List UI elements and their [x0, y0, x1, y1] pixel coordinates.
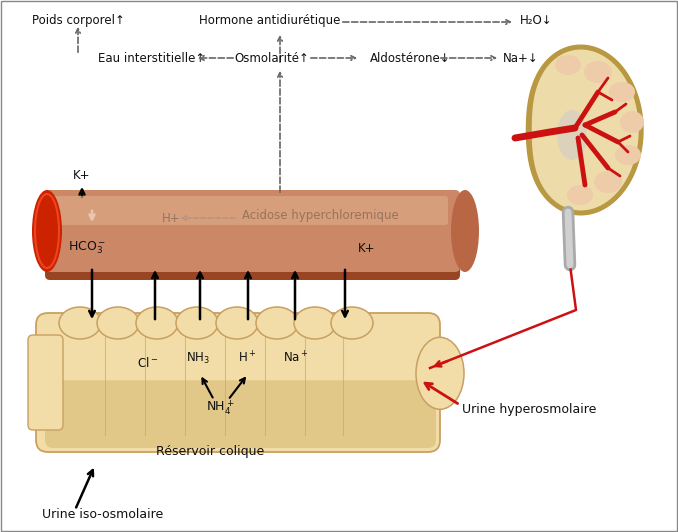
Text: NH$_4^+$: NH$_4^+$ — [206, 398, 234, 418]
Text: Poids corporel↑: Poids corporel↑ — [32, 14, 125, 27]
Ellipse shape — [615, 145, 641, 165]
Ellipse shape — [294, 307, 336, 339]
Ellipse shape — [609, 82, 635, 102]
Ellipse shape — [451, 190, 479, 272]
Ellipse shape — [216, 307, 258, 339]
Ellipse shape — [555, 55, 581, 75]
Text: Osmolarité↑: Osmolarité↑ — [235, 52, 309, 64]
Ellipse shape — [584, 61, 612, 83]
Text: H₂O↓: H₂O↓ — [520, 14, 553, 27]
Text: K+: K+ — [73, 169, 91, 182]
Ellipse shape — [176, 307, 218, 339]
FancyBboxPatch shape — [45, 198, 460, 280]
Text: Na$^+$: Na$^+$ — [283, 351, 309, 365]
Ellipse shape — [59, 307, 101, 339]
Text: K+: K+ — [358, 242, 376, 254]
Ellipse shape — [594, 171, 622, 193]
Polygon shape — [532, 50, 638, 210]
Ellipse shape — [256, 307, 298, 339]
Ellipse shape — [620, 111, 644, 133]
Text: Na+↓: Na+↓ — [503, 52, 539, 64]
FancyBboxPatch shape — [28, 335, 63, 430]
FancyBboxPatch shape — [45, 380, 436, 448]
Ellipse shape — [97, 307, 139, 339]
Text: Hormone antidiurétique: Hormone antidiurétique — [199, 14, 340, 27]
Text: HCO$^-_3$: HCO$^-_3$ — [68, 240, 106, 256]
Text: H+: H+ — [162, 212, 180, 225]
Ellipse shape — [557, 110, 587, 160]
FancyBboxPatch shape — [45, 190, 460, 272]
Text: Aldostérone↓: Aldostérone↓ — [370, 52, 451, 64]
Text: Eau interstitielle↑: Eau interstitielle↑ — [98, 52, 205, 64]
Ellipse shape — [416, 337, 464, 409]
Text: Acidose hyperchloremique: Acidose hyperchloremique — [242, 209, 399, 221]
Text: Réservoir colique: Réservoir colique — [156, 445, 264, 459]
Text: NH$_3$: NH$_3$ — [186, 351, 210, 365]
Text: Cl$^-$: Cl$^-$ — [138, 356, 159, 370]
Text: Urine iso-osmolaire: Urine iso-osmolaire — [42, 508, 163, 520]
Text: H$^+$: H$^+$ — [238, 351, 256, 365]
Ellipse shape — [567, 185, 593, 205]
Ellipse shape — [32, 190, 62, 272]
Polygon shape — [526, 45, 643, 215]
FancyBboxPatch shape — [52, 196, 448, 225]
Ellipse shape — [331, 307, 373, 339]
Text: Urine hyperosmolaire: Urine hyperosmolaire — [462, 403, 597, 417]
FancyBboxPatch shape — [36, 313, 440, 452]
Ellipse shape — [136, 307, 178, 339]
